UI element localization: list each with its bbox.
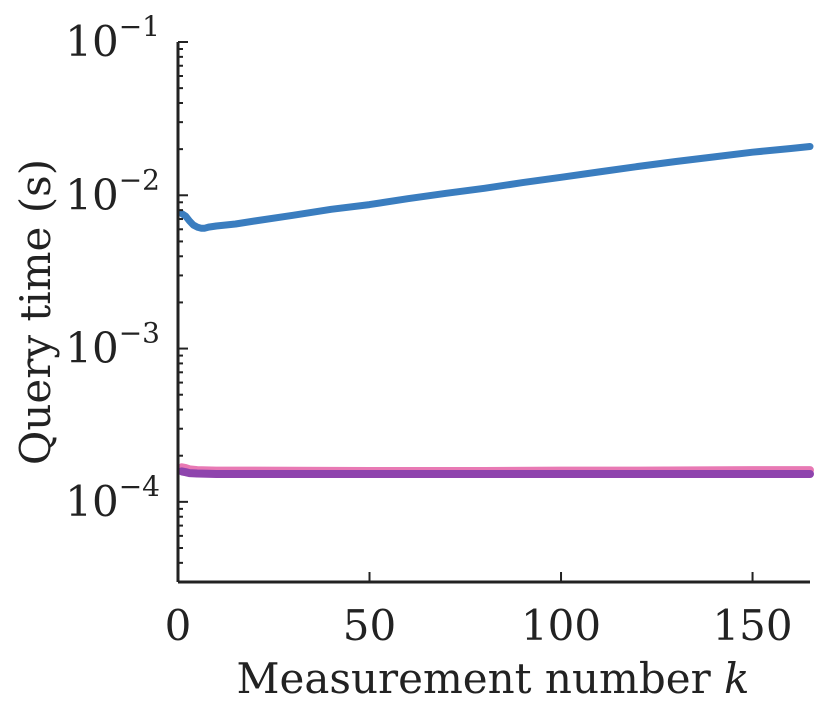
axes-layer <box>176 42 810 584</box>
y-tick-label-base: 10 <box>65 324 118 373</box>
y-tick-label: 10−4 <box>65 470 160 526</box>
ticks-layer: 10−410−310−210−10 50 100 150 <box>65 10 792 650</box>
y-tick-label: 10−1 <box>65 10 160 66</box>
x-axis-title-variable: k <box>724 654 749 703</box>
x-tick-label: 50 <box>343 601 396 650</box>
series-line-1 <box>178 143 814 232</box>
y-tick-label-exponent: −4 <box>119 470 160 503</box>
y-tick-label-base: 10 <box>65 170 118 219</box>
x-tick-label: 100 <box>521 601 601 650</box>
y-tick-label-base: 10 <box>65 477 118 526</box>
x-axis-title-text: Measurement number <box>237 654 712 703</box>
x-tick-label: 150 <box>712 601 792 650</box>
y-tick-label-exponent: −3 <box>119 317 160 350</box>
series-layer <box>177 143 814 478</box>
series-line-3 <box>177 467 814 478</box>
labels-layer: Measurement number k Query time (s) <box>11 159 749 703</box>
y-tick-label-exponent: −1 <box>119 10 160 43</box>
y-tick-label: 10−2 <box>65 163 160 219</box>
x-tick-label: 0 <box>165 601 192 650</box>
x-axis-title: Measurement number k <box>237 654 750 703</box>
y-tick-label-base: 10 <box>65 17 118 66</box>
y-tick-label: 10−3 <box>65 317 160 373</box>
y-tick-label-exponent: −2 <box>119 163 160 196</box>
y-axis-title: Query time (s) <box>11 159 60 465</box>
